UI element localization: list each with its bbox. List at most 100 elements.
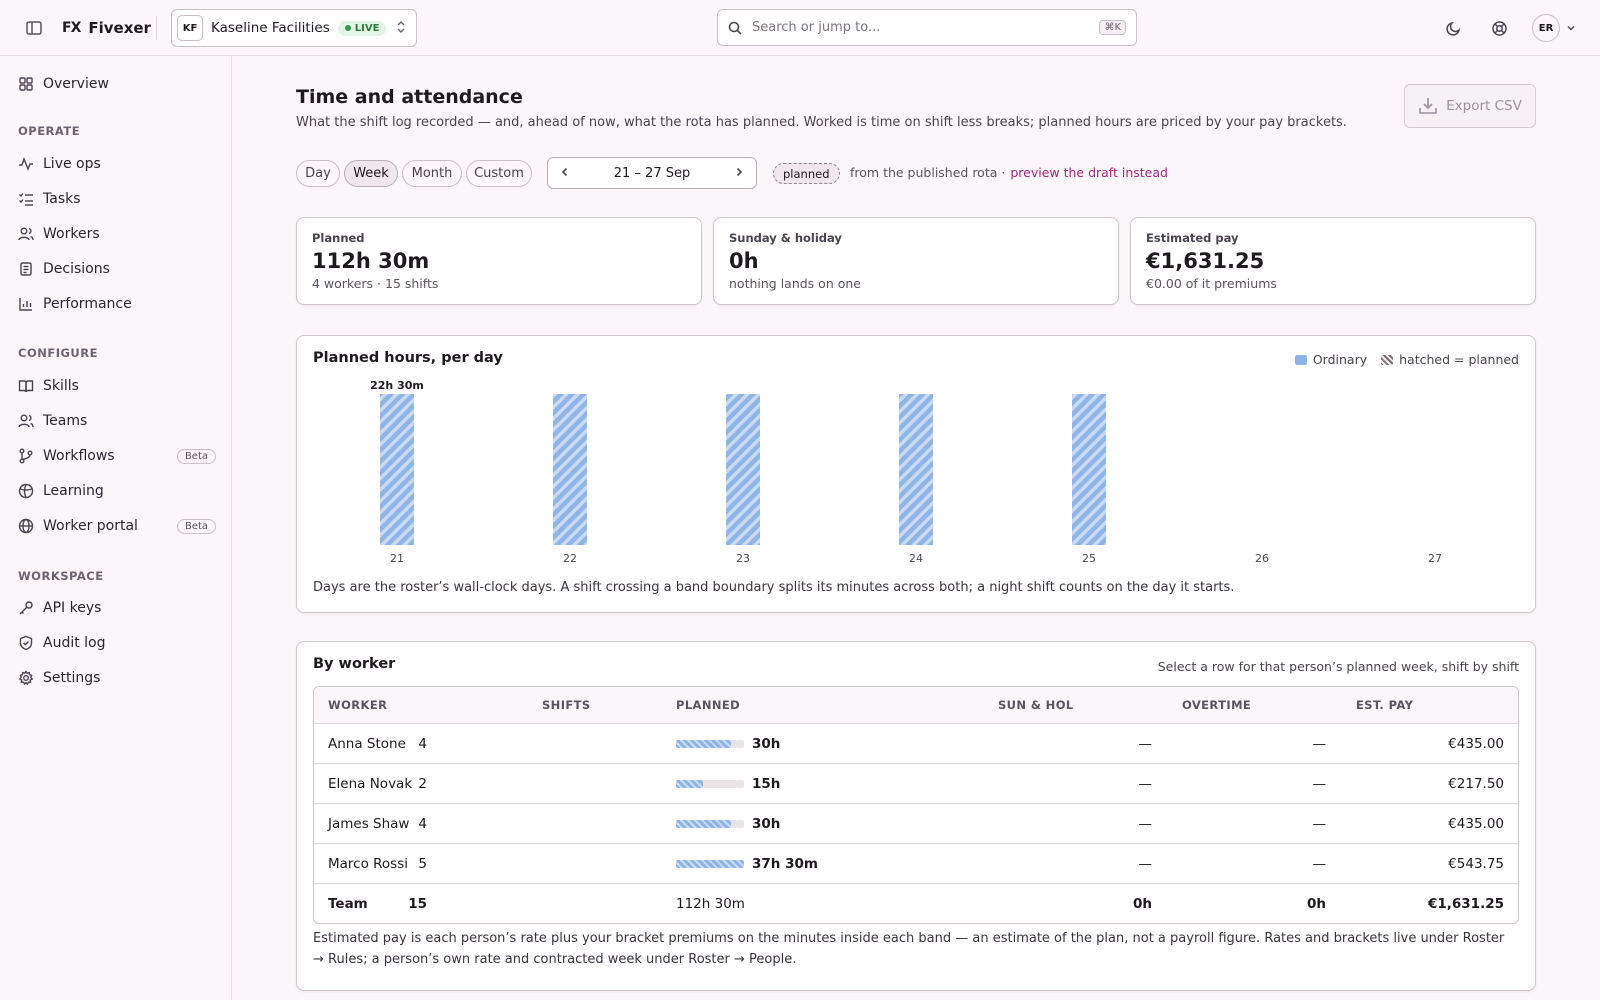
sidebar-item-label: Settings bbox=[43, 670, 101, 686]
planned-hours-chart: 22h 30m 21 22 23 24 25 26 27 bbox=[370, 379, 1442, 565]
planned-bar-fill bbox=[676, 859, 744, 868]
sidebar-item-label: Workers bbox=[43, 226, 100, 242]
table-row[interactable]: Marco Rossi 5 37h 30m — — €543.75 bbox=[314, 843, 1518, 883]
brain-icon bbox=[18, 483, 34, 499]
help-lifebuoy-icon[interactable] bbox=[1487, 16, 1511, 40]
column-header-overtime[interactable]: OVERTIME bbox=[1182, 698, 1252, 712]
total-planned: 112h 30m bbox=[676, 895, 745, 912]
planned-bar bbox=[676, 819, 744, 828]
table-row[interactable]: Elena Novak 2 15h — — €217.50 bbox=[314, 763, 1518, 803]
planned-bar bbox=[676, 779, 744, 788]
users-icon bbox=[18, 227, 34, 241]
sidebar-item-live-ops[interactable]: Live ops bbox=[10, 149, 220, 179]
worker-overtime: — bbox=[1312, 775, 1327, 792]
planned-hours-chart-card: Planned hours, per day Ordinary hatched … bbox=[296, 335, 1536, 613]
planned-value: 15h bbox=[752, 775, 781, 792]
table-row[interactable]: Anna Stone 4 30h — — €435.00 bbox=[314, 723, 1518, 763]
sidebar-item-label: Workflows bbox=[43, 448, 115, 464]
org-switcher[interactable]: KF Kaseline Facilities LIVE bbox=[171, 9, 417, 47]
shield-check-icon bbox=[19, 635, 33, 651]
legend-ordinary: Ordinary bbox=[1294, 352, 1368, 367]
sidebar-item-label: Decisions bbox=[43, 261, 110, 277]
sidebar-item-label: Learning bbox=[43, 483, 104, 499]
search-box[interactable]: ⌘K bbox=[717, 9, 1137, 46]
worker-planned: 37h 30m bbox=[676, 844, 818, 883]
column-header-est-pay[interactable]: EST. PAY bbox=[1356, 698, 1414, 712]
period-custom[interactable]: Custom bbox=[466, 160, 532, 187]
gear-icon bbox=[18, 670, 34, 686]
page-subtitle: What the shift log recorded — and, ahead… bbox=[296, 115, 1347, 130]
by-worker-hint: Select a row for that person’s planned w… bbox=[1157, 659, 1519, 674]
period-month[interactable]: Month bbox=[402, 160, 462, 187]
table-header: WORKER SHIFTS PLANNED SUN & HOL OVERTIME… bbox=[314, 687, 1518, 723]
sidebar-item-workflows[interactable]: Workflows Beta bbox=[10, 441, 220, 471]
sidebar-item-overview[interactable]: Overview bbox=[10, 69, 220, 99]
chart-bar-24[interactable] bbox=[899, 394, 933, 545]
sidebar-item-label: Skills bbox=[43, 378, 79, 394]
worker-overtime: — bbox=[1312, 855, 1327, 872]
planned-bar-fill bbox=[676, 739, 732, 748]
sidebar-item-learning[interactable]: Learning bbox=[10, 476, 220, 506]
chart-bar-25[interactable] bbox=[1072, 394, 1106, 545]
sidebar-item-performance[interactable]: Performance bbox=[10, 289, 220, 319]
column-header-planned[interactable]: PLANNED bbox=[676, 698, 741, 712]
stat-value: 0h bbox=[729, 249, 759, 273]
worker-table: WORKER SHIFTS PLANNED SUN & HOL OVERTIME… bbox=[313, 686, 1519, 924]
sidebar-item-label: Overview bbox=[43, 76, 109, 92]
stat-sub: nothing lands on one bbox=[729, 276, 861, 291]
chart-bar-22[interactable] bbox=[553, 394, 587, 545]
worker-pay: €435.00 bbox=[1448, 815, 1504, 832]
period-week[interactable]: Week bbox=[344, 160, 398, 187]
chart-tick-label-27: 27 bbox=[1428, 552, 1442, 565]
chart-data-label-21: 22h 30m bbox=[370, 379, 424, 392]
worker-planned: 30h bbox=[676, 804, 780, 843]
worker-name: James Shaw bbox=[328, 815, 410, 832]
sidebar-toggle-icon[interactable] bbox=[22, 16, 46, 40]
chart-tick-label-23: 23 bbox=[736, 552, 750, 565]
column-header-shifts[interactable]: SHIFTS bbox=[542, 698, 591, 712]
bar-chart-icon bbox=[19, 298, 32, 311]
chart-bar-23[interactable] bbox=[726, 394, 760, 545]
worker-shifts: 5 bbox=[418, 855, 427, 872]
sidebar-item-worker-portal[interactable]: Worker portal Beta bbox=[10, 511, 220, 541]
worker-planned: 15h bbox=[676, 764, 780, 803]
nav-section-operate: OPERATE bbox=[18, 124, 81, 138]
export-csv-button[interactable]: Export CSV bbox=[1404, 84, 1536, 128]
worker-pay: €435.00 bbox=[1448, 735, 1504, 752]
sidebar-item-settings[interactable]: Settings bbox=[10, 663, 220, 693]
preview-draft-link[interactable]: preview the draft instead bbox=[1010, 165, 1168, 180]
brand[interactable]: FX Fivexer bbox=[62, 16, 151, 40]
moon-icon[interactable] bbox=[1442, 16, 1466, 40]
sidebar-item-tasks[interactable]: Tasks bbox=[10, 184, 220, 214]
user-menu[interactable]: ER bbox=[1532, 14, 1576, 42]
planned-bar-fill bbox=[676, 819, 732, 828]
chevron-left-icon[interactable] bbox=[556, 165, 574, 181]
worker-sun-hol: — bbox=[1138, 735, 1153, 752]
worker-overtime: — bbox=[1312, 815, 1327, 832]
column-header-worker[interactable]: WORKER bbox=[328, 698, 388, 712]
sidebar-item-audit-log[interactable]: Audit log bbox=[10, 628, 220, 658]
table-row[interactable]: James Shaw 4 30h — — €435.00 bbox=[314, 803, 1518, 843]
column-header-sun-hol[interactable]: SUN & HOL bbox=[998, 698, 1074, 712]
chart-bar-21[interactable] bbox=[380, 394, 414, 545]
nav-section-configure: CONFIGURE bbox=[18, 346, 98, 360]
legend-label: Ordinary bbox=[1312, 352, 1368, 367]
total-overtime: 0h bbox=[1306, 895, 1326, 912]
chart-tick-label-21: 21 bbox=[390, 552, 404, 565]
sidebar-item-api-keys[interactable]: API keys bbox=[10, 593, 220, 623]
search-input[interactable] bbox=[752, 20, 1090, 35]
worker-overtime: — bbox=[1312, 735, 1327, 752]
period-day[interactable]: Day bbox=[296, 160, 340, 187]
chevron-right-icon[interactable] bbox=[730, 165, 748, 181]
sidebar-item-teams[interactable]: Teams bbox=[10, 406, 220, 436]
legend-swatch-hatched bbox=[1381, 354, 1394, 365]
globe-icon bbox=[18, 518, 34, 534]
stat-sub: 4 workers · 15 shifts bbox=[312, 276, 439, 291]
rota-note: from the published rota · preview the dr… bbox=[850, 165, 1168, 180]
sidebar-item-decisions[interactable]: Decisions bbox=[10, 254, 220, 284]
sidebar-item-skills[interactable]: Skills bbox=[10, 371, 220, 401]
worker-sun-hol: — bbox=[1138, 815, 1153, 832]
worker-pay: €217.50 bbox=[1448, 775, 1504, 792]
sidebar: Overview OPERATE Live ops Tasks Workers … bbox=[0, 56, 232, 1000]
sidebar-item-workers[interactable]: Workers bbox=[10, 219, 220, 249]
